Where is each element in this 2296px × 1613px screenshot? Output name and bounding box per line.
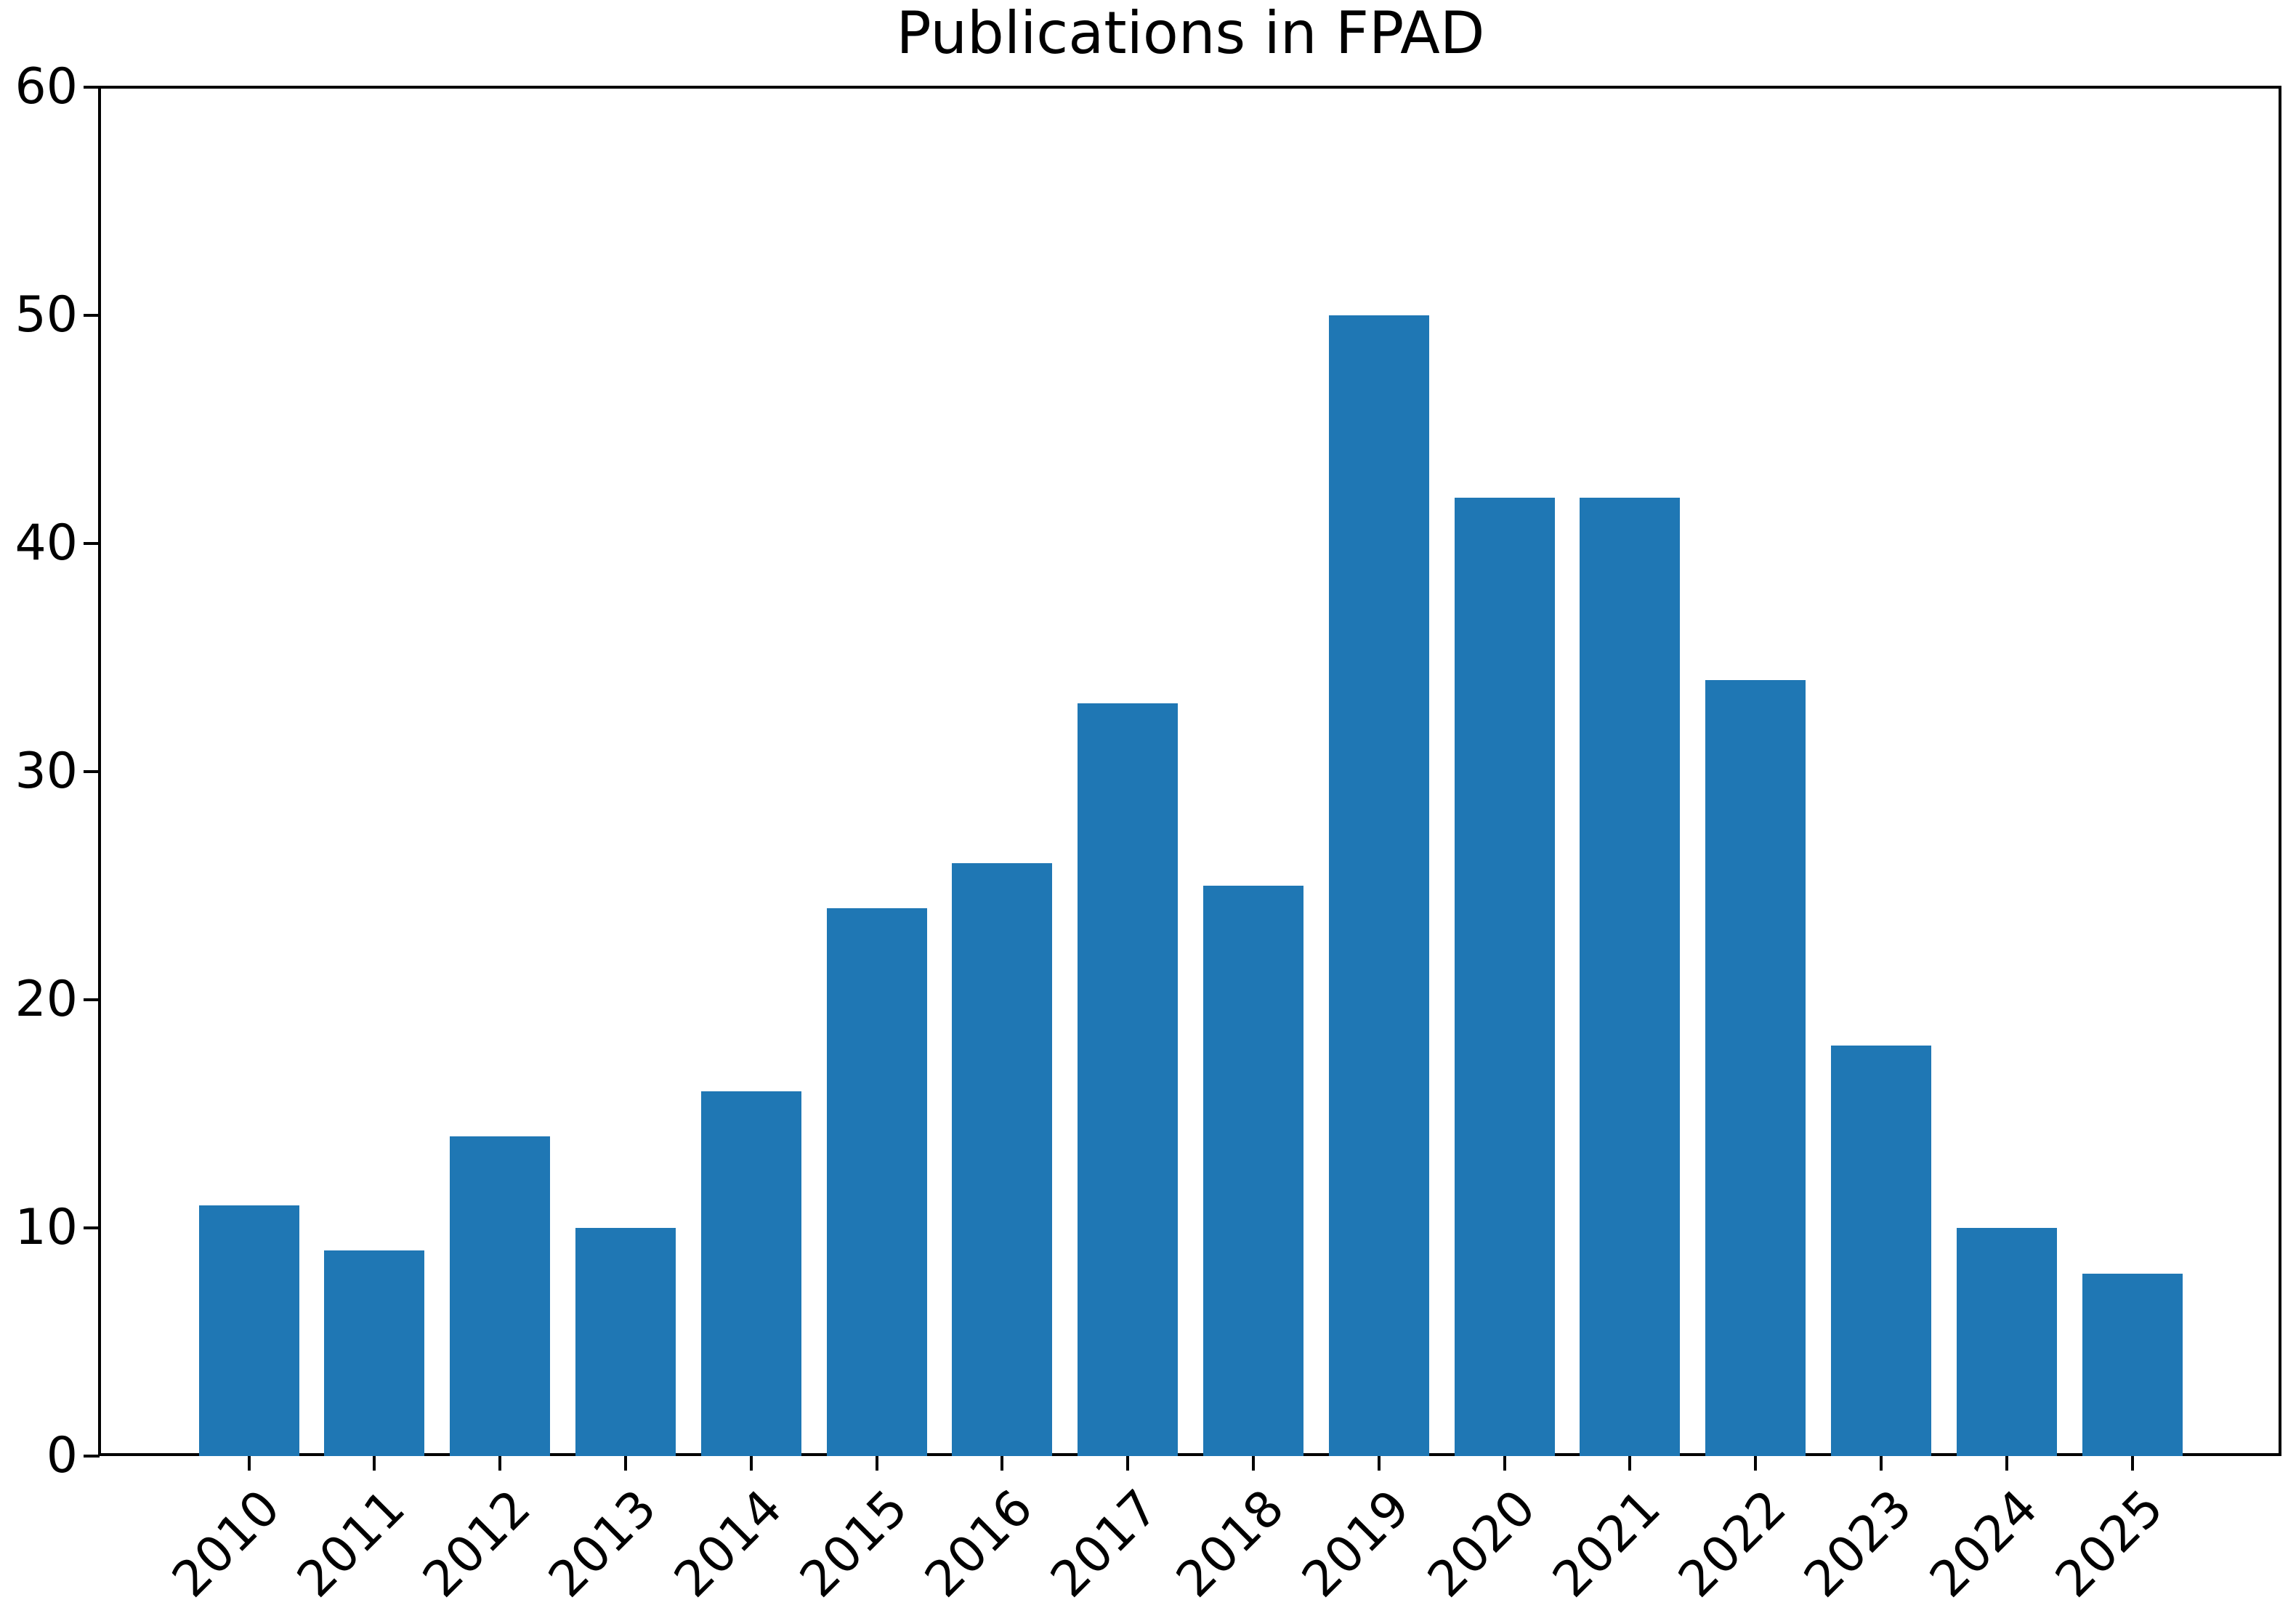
bar-2020 — [1454, 498, 1555, 1456]
x-tick-label-2012: 2012 — [412, 1479, 542, 1609]
x-tick-label-2023: 2023 — [1793, 1479, 1923, 1609]
y-tick-label-20: 20 — [15, 971, 78, 1028]
plot-frame — [98, 86, 2281, 1456]
y-tick-30 — [84, 770, 100, 773]
x-tick-label-2011: 2011 — [286, 1479, 417, 1609]
x-tick-label-2010: 2010 — [161, 1479, 291, 1609]
x-tick-label-2016: 2016 — [914, 1479, 1045, 1609]
x-tick-label-2017: 2017 — [1040, 1479, 1170, 1609]
x-tick-2012 — [498, 1456, 502, 1471]
x-tick-label-2014: 2014 — [663, 1479, 793, 1609]
x-tick-2024 — [2005, 1456, 2008, 1471]
bar-2019 — [1328, 315, 1429, 1456]
x-tick-2019 — [1377, 1456, 1381, 1471]
x-tick-2025 — [2130, 1456, 2134, 1471]
bar-2013 — [575, 1228, 676, 1456]
bar-2017 — [1078, 703, 1179, 1456]
x-tick-2017 — [1126, 1456, 1130, 1471]
y-tick-label-0: 0 — [46, 1427, 78, 1484]
y-tick-10 — [84, 1226, 100, 1229]
bar-2014 — [700, 1091, 801, 1456]
x-tick-2023 — [1880, 1456, 1883, 1471]
x-tick-label-2021: 2021 — [1542, 1479, 1673, 1609]
y-tick-0 — [84, 1455, 100, 1458]
x-tick-label-2018: 2018 — [1165, 1479, 1295, 1609]
plot-area — [100, 87, 2281, 1456]
x-tick-2014 — [749, 1456, 753, 1471]
bar-2012 — [450, 1136, 551, 1456]
y-tick-label-30: 30 — [15, 743, 78, 800]
y-tick-label-60: 60 — [15, 58, 78, 116]
x-tick-2011 — [373, 1456, 376, 1471]
x-tick-2015 — [875, 1456, 878, 1471]
y-tick-50 — [84, 314, 100, 317]
bar-2016 — [952, 862, 1053, 1456]
y-tick-40 — [84, 542, 100, 545]
x-tick-2021 — [1628, 1456, 1632, 1471]
x-tick-label-2025: 2025 — [2044, 1479, 2175, 1609]
bar-2023 — [1830, 1045, 1932, 1456]
x-tick-2010 — [247, 1456, 251, 1471]
bar-2021 — [1580, 498, 1681, 1456]
x-tick-label-2015: 2015 — [788, 1479, 919, 1609]
x-tick-label-2022: 2022 — [1668, 1479, 1798, 1609]
bar-2018 — [1202, 886, 1304, 1456]
bar-2011 — [324, 1250, 425, 1456]
y-tick-label-10: 10 — [15, 1199, 78, 1256]
bar-2010 — [198, 1205, 299, 1456]
chart-title: Publications in FPAD — [896, 0, 1485, 67]
y-tick-label-50: 50 — [15, 286, 78, 344]
bar-2015 — [826, 908, 927, 1456]
x-tick-2016 — [1001, 1456, 1004, 1471]
bar-2025 — [2082, 1273, 2183, 1456]
x-tick-label-2020: 2020 — [1416, 1479, 1547, 1609]
x-tick-2018 — [1252, 1456, 1255, 1471]
x-tick-2020 — [1503, 1456, 1506, 1471]
bar-2022 — [1705, 680, 1806, 1456]
bar-2024 — [1956, 1228, 2057, 1456]
x-tick-2013 — [624, 1456, 627, 1471]
x-tick-label-2013: 2013 — [538, 1479, 668, 1609]
x-tick-label-2019: 2019 — [1291, 1479, 1421, 1609]
y-tick-label-40: 40 — [15, 514, 78, 572]
x-tick-label-2024: 2024 — [1919, 1479, 2049, 1609]
y-tick-20 — [84, 998, 100, 1001]
x-tick-2022 — [1754, 1456, 1758, 1471]
y-tick-60 — [84, 86, 100, 89]
